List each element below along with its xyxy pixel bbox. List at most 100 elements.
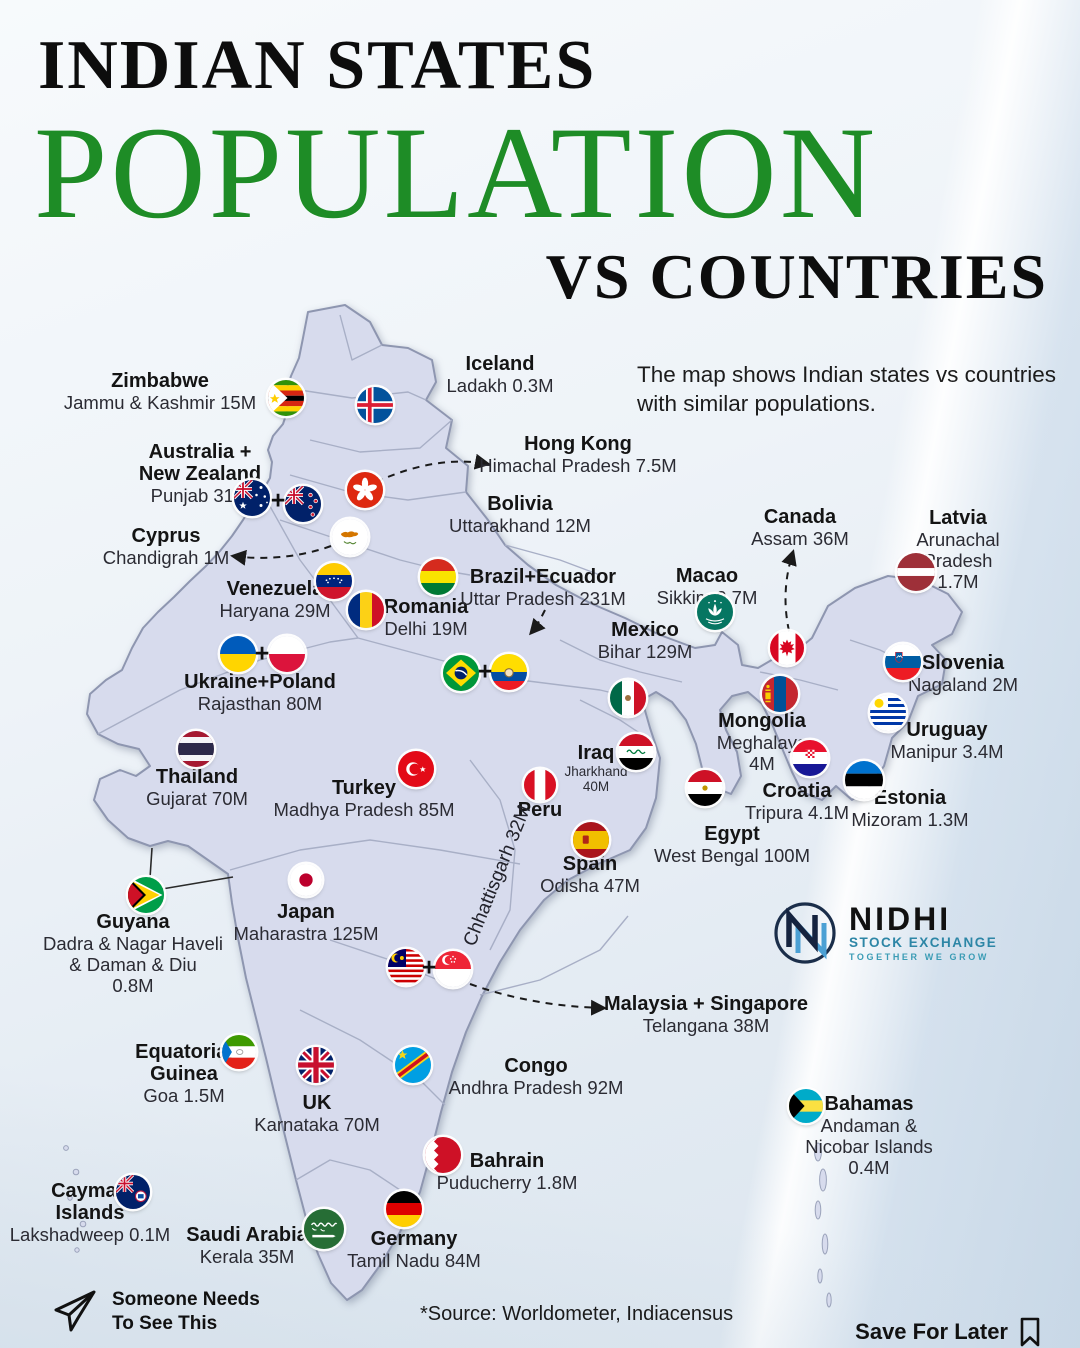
state-population-label: Dadra & Nagar Haveli & Daman & Diu 0.8M — [43, 933, 223, 996]
state-population-label: Himachal Pradesh 7.5M — [479, 455, 677, 476]
country-label: Japan — [277, 901, 335, 923]
country-label: Macao — [675, 565, 739, 587]
pair-macao: Macao Sikkim 0.7M — [657, 565, 758, 608]
country-label: Canada — [763, 506, 837, 528]
iraq-flag-icon — [618, 734, 654, 770]
ecuador-flag-icon — [491, 654, 527, 690]
macao-flag-icon — [697, 594, 733, 630]
country-label: Cyprus — [131, 525, 201, 547]
pair-egypt: Egypt West Bengal 100M — [654, 823, 810, 866]
pair-ukraine-poland: Ukraine+Poland Rajasthan 80M — [184, 671, 336, 714]
source-note: *Source: Worldometer, Indiacensus — [420, 1303, 734, 1325]
share-cta[interactable]: Someone Needs To See This — [48, 1284, 260, 1340]
pair-peru: Peru — [518, 799, 562, 821]
romania-flag-icon — [348, 592, 384, 628]
country-label: Peru — [517, 799, 563, 821]
state-population-label: Rajasthan 80M — [197, 693, 323, 714]
country-label: Congo — [504, 1055, 568, 1077]
japan-flag-icon — [290, 864, 322, 896]
croatia-flag-icon — [792, 740, 828, 776]
country-label: Estonia — [873, 787, 947, 809]
state-population-label: Telangana 38M — [642, 1015, 770, 1036]
pair-latvia: Latvia Arunachal Pradesh 1.7M — [897, 507, 1019, 592]
state-population-label: Haryana 29M — [219, 600, 331, 621]
state-population-label: Delhi 19M — [384, 618, 468, 639]
pair-malaysia-singapore: Malaysia + Singapore Telangana 38M — [604, 993, 808, 1036]
pair-saudi-arabia: Saudi Arabia Kerala 35M — [186, 1224, 308, 1267]
egypt-flag-icon — [687, 770, 723, 806]
iceland-flag-icon — [357, 387, 393, 423]
venezuela-flag-icon — [316, 563, 352, 599]
pair-zimbabwe: Zimbabwe Jammu & Kashmir 15M — [64, 370, 256, 413]
state-population-label: Meghalaya 4M — [716, 732, 808, 774]
pair-mexico: Mexico Bihar 129M — [598, 619, 693, 662]
save-label: Save For Later — [855, 1319, 1008, 1344]
saudi-arabia-flag-icon — [304, 1209, 344, 1249]
slovenia-flag-icon — [885, 644, 921, 680]
state-population-label: Chandigrah 1M — [102, 547, 230, 568]
pair-estonia: Estonia Mizoram 1.3M — [851, 787, 968, 830]
state-population-label: Jammu & Kashmir 15M — [63, 392, 257, 413]
state-population-label: West Bengal 100M — [654, 845, 810, 866]
country-label: Iraq — [577, 742, 615, 764]
save-for-later-cta[interactable]: Save For Later — [855, 1316, 1042, 1348]
pair-iceland: Iceland Ladakh 0.3M — [447, 353, 554, 396]
country-label: Croatia — [762, 780, 832, 802]
country-label: Mexico — [611, 619, 679, 641]
pair-croatia: Croatia Tripura 4.1M — [745, 780, 849, 823]
bahrain-flag-icon — [425, 1137, 461, 1173]
state-population-label: Maharastra 125M — [233, 923, 379, 944]
pair-venezuela: Venezuela Haryana 29M — [219, 578, 330, 621]
country-label: Hong Kong — [524, 433, 632, 455]
state-population-label: Ladakh 0.3M — [446, 375, 554, 396]
map-description: The map shows Indian states vs countries… — [637, 362, 1056, 416]
pair-congo: Congo Andhra Pradesh 92M — [449, 1055, 624, 1098]
state-population-label: Bihar 129M — [597, 641, 693, 662]
state-population-label: Manipur 3.4M — [890, 741, 1004, 762]
state-population-label: Madhya Pradesh 85M — [273, 799, 455, 820]
pair-germany: Germany Tamil Nadu 84M — [347, 1228, 481, 1271]
pair-bahrain: Bahrain Puducherry 1.8M — [437, 1150, 578, 1193]
title-line3: VS COUNTRIES — [545, 241, 1048, 312]
state-population-label: Karnataka 70M — [254, 1114, 380, 1135]
state-population-label: Odisha 47M — [540, 875, 640, 896]
share-plane-icon — [54, 1290, 96, 1332]
connector-arrows — [149, 453, 797, 1016]
estonia-flag-icon — [845, 761, 883, 799]
andaman-nicobar-islands — [814, 1142, 832, 1308]
plus-sign: + — [270, 486, 286, 515]
uruguay-flag-icon — [870, 695, 906, 731]
nidhi-logo-icon — [774, 902, 836, 964]
state-population-label: Tripura 4.1M — [744, 802, 850, 823]
state-population-label: Uttarakhand 12M — [449, 515, 591, 536]
cayman-flag-icon — [116, 1175, 150, 1209]
bookmark-icon — [1020, 1317, 1040, 1347]
country-label: Spain — [562, 853, 618, 875]
pair-japan: Japan Maharastra 125M — [234, 901, 379, 944]
plus-sign: + — [421, 953, 437, 982]
singapore-flag-icon — [435, 951, 471, 987]
state-population-label: Arunachal Pradesh 1.7M — [916, 529, 1000, 592]
state-population-label: Andhra Pradesh 92M — [448, 1077, 624, 1098]
new-zealand-flag-icon — [285, 486, 321, 522]
share-label: Someone Needs To See This — [112, 1289, 260, 1334]
state-population-label: Gujarat 70M — [146, 788, 248, 809]
country-label: Australia + New Zealand — [138, 441, 262, 485]
state-population-label: Puducherry 1.8M — [436, 1172, 578, 1193]
country-label: Slovenia — [921, 652, 1005, 674]
brand-name: NIDHI — [849, 901, 952, 937]
pair-uruguay: Uruguay Manipur 3.4M — [890, 719, 1003, 762]
state-population-label: Tamil Nadu 84M — [347, 1250, 481, 1271]
brand-logo: NIDHI STOCK EXCHANGE TOGETHER WE GROW — [773, 901, 997, 965]
guyana-flag-icon — [128, 877, 164, 913]
pair-romania: Romania Delhi 19M — [384, 596, 468, 639]
country-label: Turkey — [331, 777, 397, 799]
turkey-flag-icon — [398, 751, 434, 787]
pair-cyprus: Cyprus Chandigrah 1M — [103, 525, 230, 568]
poland-flag-icon — [269, 636, 305, 672]
brazil-flag-icon — [443, 655, 479, 691]
thailand-flag-icon — [178, 731, 214, 767]
zimbabwe-flag-icon — [268, 380, 304, 416]
country-label: Saudi Arabia — [186, 1224, 308, 1246]
pair-guyana: Guyana Dadra & Nagar Haveli & Daman & Diu… — [43, 911, 223, 996]
